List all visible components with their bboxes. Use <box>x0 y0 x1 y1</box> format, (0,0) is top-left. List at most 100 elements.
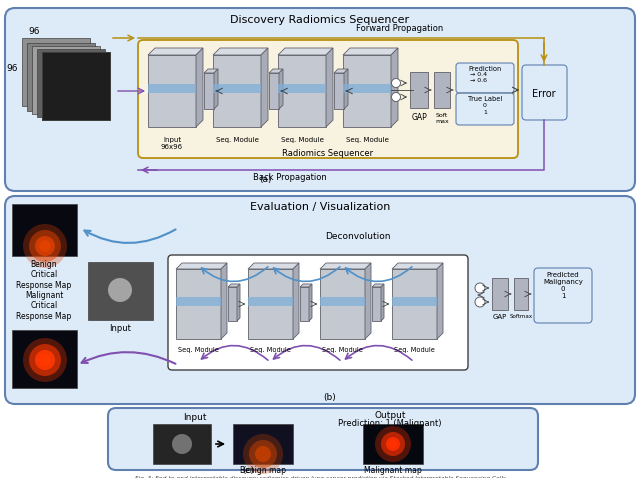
Text: Malignant map: Malignant map <box>364 466 422 475</box>
Circle shape <box>475 283 485 293</box>
Polygon shape <box>176 263 227 269</box>
Text: Seq. Module: Seq. Module <box>250 347 291 353</box>
Polygon shape <box>213 48 268 55</box>
Polygon shape <box>269 73 279 109</box>
Text: Seq. Module: Seq. Module <box>321 347 362 353</box>
FancyBboxPatch shape <box>456 93 514 125</box>
Bar <box>88 262 153 320</box>
Text: 96: 96 <box>28 27 40 36</box>
Text: Input: Input <box>183 413 207 422</box>
Circle shape <box>386 437 400 451</box>
Text: 1: 1 <box>483 110 487 115</box>
Polygon shape <box>228 284 240 287</box>
FancyBboxPatch shape <box>534 268 592 323</box>
Text: → 0.6: → 0.6 <box>470 78 487 83</box>
Polygon shape <box>326 48 333 127</box>
Text: 96: 96 <box>6 64 18 73</box>
Bar <box>233 424 293 464</box>
Text: (a): (a) <box>259 175 271 184</box>
Polygon shape <box>334 73 344 109</box>
Bar <box>37 49 105 117</box>
Text: Softmax: Softmax <box>509 314 532 319</box>
Bar <box>32 46 100 114</box>
Text: Predicted
Malignancy
0
1: Predicted Malignancy 0 1 <box>543 272 583 299</box>
Circle shape <box>392 78 401 87</box>
Polygon shape <box>320 263 371 269</box>
Polygon shape <box>269 69 283 73</box>
Bar <box>492 278 508 310</box>
Polygon shape <box>221 263 227 339</box>
Text: 0: 0 <box>483 103 487 108</box>
Bar <box>12 330 77 388</box>
Polygon shape <box>343 84 391 93</box>
Circle shape <box>35 350 55 370</box>
Bar <box>27 43 95 111</box>
Polygon shape <box>148 84 196 93</box>
Bar <box>153 424 211 464</box>
FancyBboxPatch shape <box>456 63 514 93</box>
Polygon shape <box>176 269 221 339</box>
Polygon shape <box>213 84 261 93</box>
Text: Seq. Module: Seq. Module <box>280 137 323 143</box>
Circle shape <box>255 446 271 462</box>
Polygon shape <box>300 284 312 287</box>
Text: Fig. 3: End-to-end interpretable discovery radiomics-driven lung cancer predicti: Fig. 3: End-to-end interpretable discove… <box>134 476 506 478</box>
Text: Back Propagation: Back Propagation <box>253 173 327 182</box>
Polygon shape <box>204 73 214 109</box>
Text: Benign map: Benign map <box>240 466 286 475</box>
Circle shape <box>249 440 277 468</box>
Polygon shape <box>148 55 196 127</box>
Text: Seq. Module: Seq. Module <box>177 347 218 353</box>
Polygon shape <box>248 269 293 339</box>
Text: (b): (b) <box>324 393 337 402</box>
Polygon shape <box>344 69 348 109</box>
Polygon shape <box>320 297 365 306</box>
Polygon shape <box>309 284 312 321</box>
FancyBboxPatch shape <box>5 8 635 191</box>
Text: GAP: GAP <box>493 314 507 320</box>
Polygon shape <box>278 48 333 55</box>
Circle shape <box>39 240 51 252</box>
Bar <box>434 72 450 108</box>
Polygon shape <box>343 48 398 55</box>
Text: Error: Error <box>532 89 556 99</box>
FancyBboxPatch shape <box>168 255 468 370</box>
Text: Prediction: 1 (Malignant): Prediction: 1 (Malignant) <box>339 419 442 428</box>
Polygon shape <box>237 284 240 321</box>
Text: → 0.4: → 0.4 <box>470 72 487 77</box>
Text: Input: Input <box>109 324 131 333</box>
Circle shape <box>23 338 67 382</box>
Circle shape <box>29 230 61 262</box>
Polygon shape <box>278 55 326 127</box>
Bar <box>363 424 423 464</box>
Text: Seq. Module: Seq. Module <box>394 347 435 353</box>
Text: Forward Propagation: Forward Propagation <box>356 24 444 33</box>
Polygon shape <box>392 269 437 339</box>
Text: Seq. Module: Seq. Module <box>346 137 388 143</box>
Circle shape <box>108 278 132 302</box>
Text: Output: Output <box>374 411 406 420</box>
Polygon shape <box>392 297 437 306</box>
Circle shape <box>39 354 51 366</box>
Circle shape <box>389 440 397 448</box>
Text: Prediction: Prediction <box>468 66 502 72</box>
Polygon shape <box>320 269 365 339</box>
Polygon shape <box>334 69 348 73</box>
FancyBboxPatch shape <box>522 65 567 120</box>
FancyBboxPatch shape <box>108 408 538 470</box>
Circle shape <box>23 224 67 268</box>
Circle shape <box>475 297 485 307</box>
Bar <box>22 38 90 106</box>
Polygon shape <box>213 55 261 127</box>
Polygon shape <box>381 284 384 321</box>
Bar <box>12 204 77 256</box>
Circle shape <box>381 432 405 456</box>
Polygon shape <box>391 48 398 127</box>
Polygon shape <box>300 287 309 321</box>
Text: Malignant
Critical
Response Map: Malignant Critical Response Map <box>17 291 72 321</box>
Text: Benign
Critical
Response Map: Benign Critical Response Map <box>17 260 72 290</box>
Text: True Label: True Label <box>468 96 502 102</box>
Polygon shape <box>343 55 391 127</box>
Polygon shape <box>372 284 384 287</box>
FancyBboxPatch shape <box>5 196 635 404</box>
